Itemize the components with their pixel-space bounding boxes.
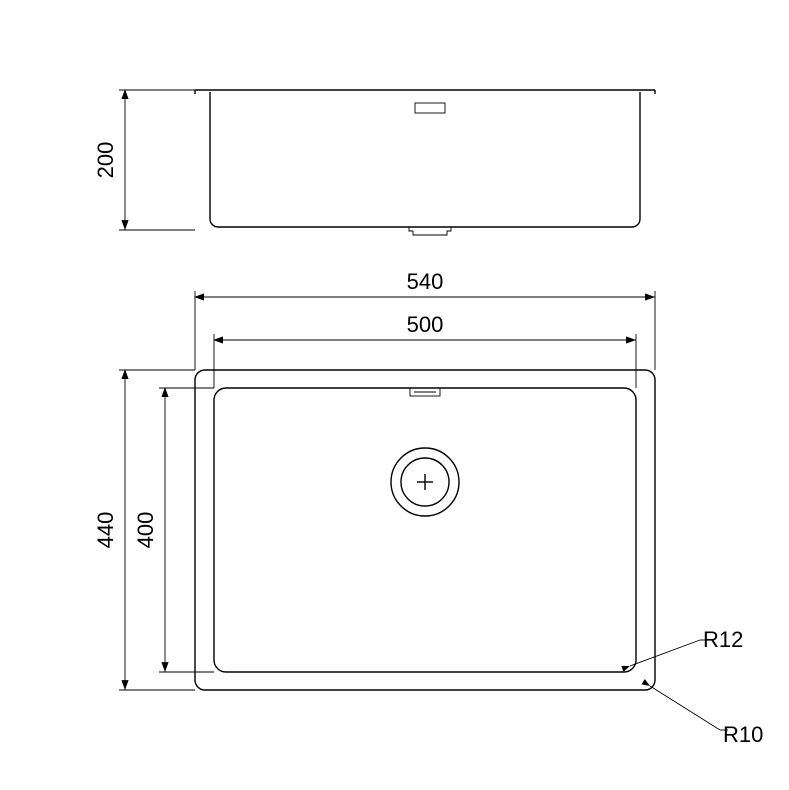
plan-outer bbox=[195, 370, 655, 690]
plan-inner bbox=[214, 388, 636, 672]
drain-tab-icon bbox=[409, 227, 451, 235]
front-bowl bbox=[210, 92, 640, 227]
dim-440: 440 bbox=[93, 512, 118, 549]
overflow-slot-icon bbox=[415, 103, 445, 113]
dim-r12: R12 bbox=[703, 627, 743, 652]
dim-r10: R10 bbox=[723, 722, 763, 747]
dim-540: 540 bbox=[407, 269, 444, 294]
dim-200: 200 bbox=[93, 142, 118, 179]
dim-400: 400 bbox=[133, 512, 158, 549]
dim-500: 500 bbox=[407, 312, 444, 337]
technical-drawing: 200 540 500 440 400 R12 R10 bbox=[0, 0, 789, 790]
